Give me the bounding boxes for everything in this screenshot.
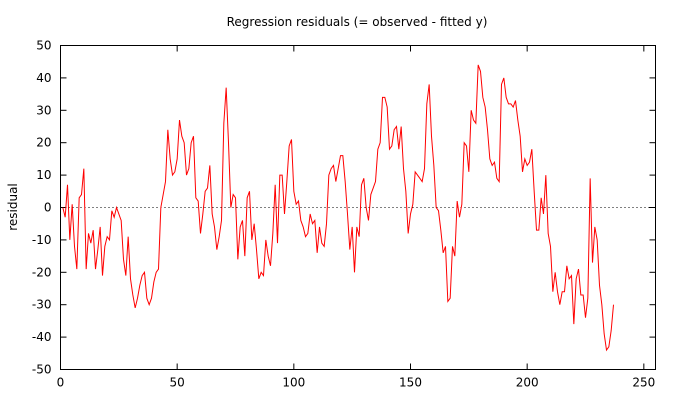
y-tick-label: -10 xyxy=(32,233,52,247)
y-tick-label: 50 xyxy=(36,39,51,53)
x-tick-label: 150 xyxy=(399,376,422,390)
x-tick-label: 50 xyxy=(170,376,185,390)
y-tick-label: 20 xyxy=(36,136,51,150)
x-tick-label: 100 xyxy=(282,376,305,390)
y-tick-label: 30 xyxy=(36,103,51,117)
tick-labels: -50 -40 -30 -20 -10 0 10 20 30 40 50 0 50 100 150 200 25… xyxy=(32,39,655,390)
y-tick-label: 0 xyxy=(44,201,52,215)
x-tick-label: 200 xyxy=(516,376,539,390)
x-tick-label: 250 xyxy=(632,376,655,390)
axis-ticks xyxy=(60,45,656,370)
y-tick-label: 10 xyxy=(36,168,51,182)
y-tick-label: -50 xyxy=(32,363,52,377)
data-points xyxy=(62,64,614,351)
x-tick-label: 0 xyxy=(57,376,65,390)
plot-frame xyxy=(60,45,656,370)
y-tick-label: -40 xyxy=(32,330,52,344)
y-axis-label: residual xyxy=(6,183,20,231)
chart-title: Regression residuals (= observed - fitte… xyxy=(227,15,488,29)
y-tick-label: -20 xyxy=(32,265,52,279)
y-tick-label: 40 xyxy=(36,71,51,85)
y-tick-label: -30 xyxy=(32,298,52,312)
